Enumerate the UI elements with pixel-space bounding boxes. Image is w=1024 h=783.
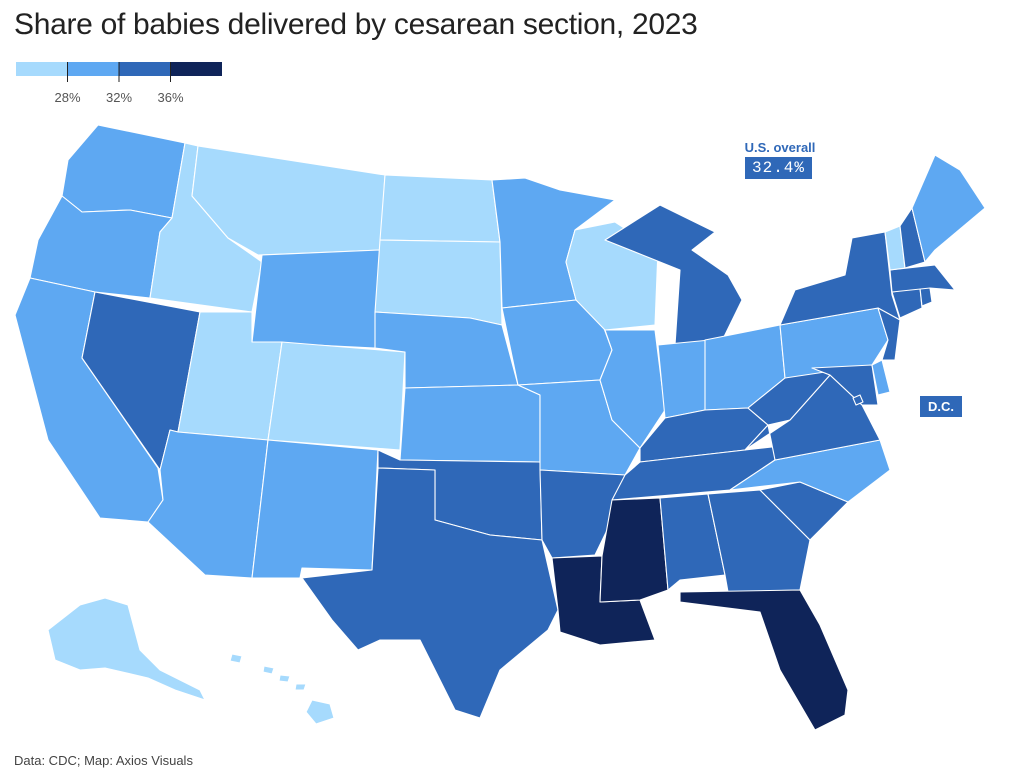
- state-NJ[interactable]: [877, 307, 901, 361]
- us-states-map: [14, 124, 986, 731]
- state-WA[interactable]: [61, 124, 186, 219]
- state-MA[interactable]: [889, 264, 956, 293]
- legend-swatch-1: [16, 62, 68, 76]
- color-legend: 28% 32% 36%: [16, 62, 222, 105]
- state-RI[interactable]: [919, 287, 933, 307]
- state-TX[interactable]: [301, 467, 559, 719]
- source-credit: Data: CDC; Map: Axios Visuals: [14, 753, 193, 768]
- state-HI[interactable]: [229, 653, 335, 725]
- state-AK[interactable]: [47, 597, 206, 701]
- legend-swatch-3: [119, 62, 171, 76]
- legend-tick-label-32: 32%: [106, 90, 132, 105]
- legend-tick-label-36: 36%: [157, 90, 183, 105]
- state-DC[interactable]: [852, 394, 864, 406]
- us-overall-value: 32.4%: [745, 157, 813, 179]
- state-FL[interactable]: [679, 589, 849, 731]
- us-overall-label: U.S. overall: [744, 140, 816, 155]
- state-SD[interactable]: [374, 239, 503, 326]
- state-ME[interactable]: [911, 154, 986, 263]
- legend-swatch-4: [170, 62, 222, 76]
- map-title: Share of babies delivered by cesarean se…: [14, 8, 698, 41]
- legend-swatch-2: [67, 62, 119, 76]
- state-NM[interactable]: [251, 439, 379, 579]
- state-AZ[interactable]: [147, 429, 269, 579]
- dc-label: D.C.: [920, 396, 962, 417]
- legend-tick-label-28: 28%: [54, 90, 80, 105]
- state-MD[interactable]: [811, 364, 879, 406]
- state-ND[interactable]: [379, 174, 501, 243]
- state-WY[interactable]: [251, 249, 381, 349]
- state-MS[interactable]: [599, 497, 669, 603]
- state-KS[interactable]: [399, 384, 541, 463]
- state-NY[interactable]: [779, 231, 901, 326]
- state-DE[interactable]: [871, 359, 891, 396]
- state-IN[interactable]: [657, 339, 711, 419]
- state-IL[interactable]: [599, 329, 666, 449]
- state-MI[interactable]: [604, 204, 743, 346]
- state-AL[interactable]: [659, 493, 726, 591]
- state-CO[interactable]: [267, 341, 406, 451]
